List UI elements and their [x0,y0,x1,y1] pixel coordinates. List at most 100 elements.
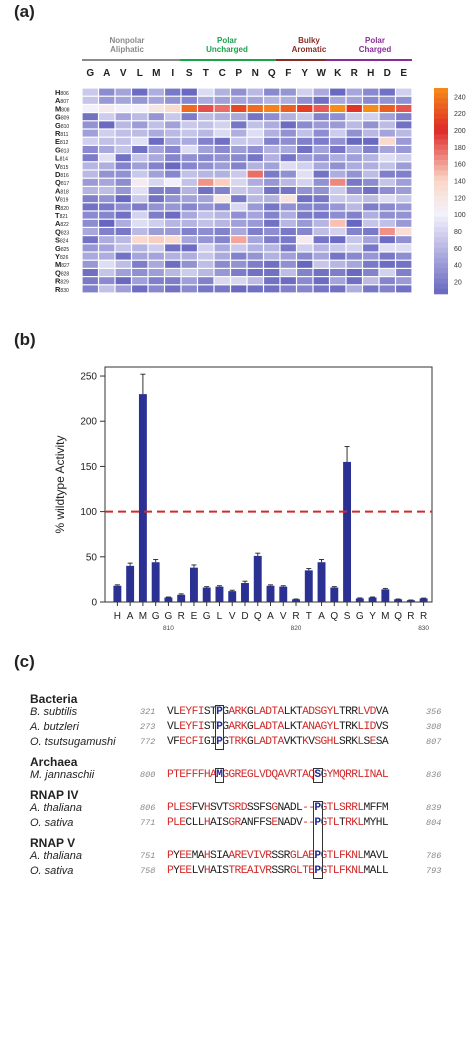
residue: A [283,802,291,814]
residue: A [369,865,377,877]
residue: F [259,817,266,829]
heatmap-row-number: 814 [60,157,69,163]
heatmap-cell [148,269,164,276]
alignment-section-title: Bacteria [30,692,78,706]
residue: F [191,736,199,748]
heatmap-cell [198,121,214,129]
residue: - [302,817,309,829]
residue: S [271,850,278,862]
heatmap-cell [313,137,329,145]
heatmap-cell [214,170,230,178]
residue: S [277,865,285,877]
residue: I [216,865,223,877]
x-axis-position-label: 830 [418,625,429,632]
sequence-end-number: 786 [426,851,442,861]
heatmap-cell [280,236,296,244]
residue: D [265,706,272,718]
heatmap-cell [198,219,214,227]
x-axis-category-label: A [267,611,274,622]
residue: A [302,706,309,718]
alignment-row: A. thaliana 751 PYEEMAHSIAAREVIVRSSRGLAEPG… [30,850,470,865]
heatmap-cell [148,228,164,235]
residue: F [191,706,199,718]
heatmap-cell [231,285,247,293]
panel-b-label: (b) [14,330,36,349]
heatmap-cell [379,162,395,170]
x-axis-category-label: G [203,611,211,622]
heatmap-cell [115,269,131,276]
residue: A [302,850,309,862]
residue: H [203,865,211,877]
sequence-end-number: 807 [426,737,442,747]
residue: D [289,817,297,829]
heatmap-cell [148,96,164,104]
residue: L [357,850,364,862]
heatmap-row-label: M827 [55,260,70,269]
heatmap-cell [363,219,379,227]
heatmap-cell [214,244,230,252]
heatmap-row-label: R829 [55,277,69,286]
heatmap-cell [297,96,313,104]
heatmap-cell [181,228,197,235]
heatmap-row-label: A818 [55,186,69,195]
heatmap-cell [297,105,313,112]
heatmap-cell [297,195,313,203]
residue: L [381,817,389,829]
x-axis-category-label: L [217,611,223,622]
residue: G [222,736,229,748]
heatmap-row-label: R820 [55,203,69,212]
heatmap-cell [115,88,131,96]
y-axis-tick-label: 150 [80,462,97,473]
heatmap-cell [165,236,181,244]
heatmap-cell [198,129,214,137]
heatmap-cell [379,137,395,145]
heatmap-cell [132,252,148,260]
heatmap-row-label: E812 [55,137,69,146]
residue: P [167,769,174,781]
residue: R [345,769,352,781]
residue: V [375,706,383,718]
residue: T [209,706,217,718]
heatmap-cell [313,105,329,112]
heatmap-cell [99,170,115,178]
heatmap-cell [297,228,313,235]
residue: G [320,721,328,733]
heatmap-cell [346,277,362,285]
residue: E [308,850,315,862]
heatmap-cell [247,260,263,268]
heatmap-cell [247,244,263,252]
heatmap-cell [148,162,164,170]
heatmap-cell [99,195,115,203]
residue: D [265,736,272,748]
heatmap-row-label: R811 [55,129,69,138]
heatmap-cell [148,244,164,252]
heatmap-cell [214,269,230,276]
heatmap-cell [330,244,346,252]
residue: E [179,769,186,781]
residue: T [338,721,346,733]
heatmap-cell [132,260,148,268]
residue: A [369,850,377,862]
species-name: B. subtilis [30,706,78,718]
heatmap-cell [297,129,313,137]
residue: T [222,802,229,814]
heatmap-cell [198,170,214,178]
residue: P [167,865,174,877]
residue: S [338,802,346,814]
heatmap-cell [247,129,263,137]
residue: L [191,865,199,877]
bacteria-highlight-box [215,705,225,750]
heatmap-cell [297,154,313,162]
residue: A [259,721,266,733]
heatmap-cell [280,105,296,112]
heatmap-cell [99,211,115,219]
species-name: O. sativa [30,817,74,829]
residue: R [351,706,358,718]
heatmap-cell [396,105,412,112]
residue: V [375,721,383,733]
alignment-row: A. butzleri 273 VLEYFISTPGARKGLADTALKTANAG… [30,721,470,736]
residue: S [203,721,211,733]
residue: V [308,736,315,748]
heatmap-cell [99,96,115,104]
heatmap-row-label: Q823 [55,227,69,236]
